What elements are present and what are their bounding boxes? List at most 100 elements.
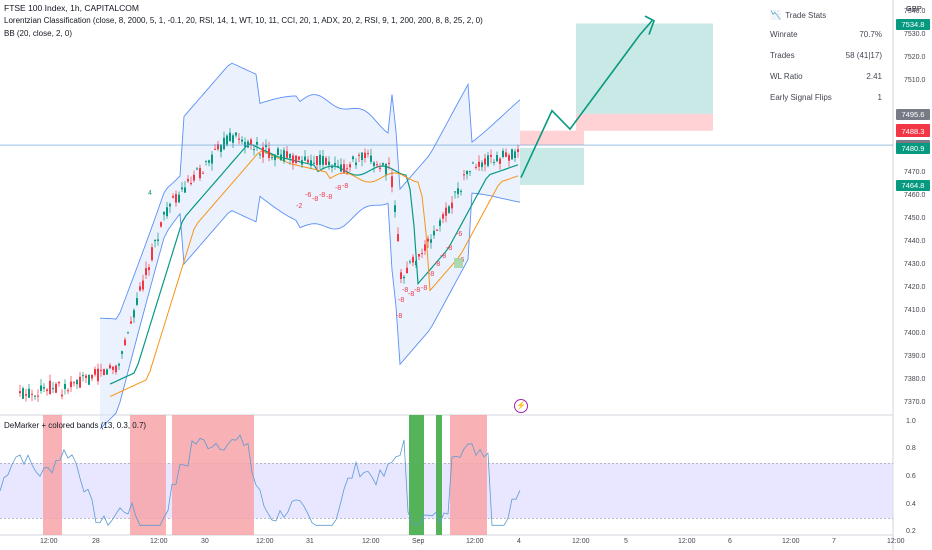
- demarker-legend[interactable]: DeMarker + colored bands (13, 0.3, 0.7): [4, 421, 147, 430]
- demarker-axis-label: 0.4: [906, 500, 916, 508]
- candle-body: [88, 374, 90, 385]
- candle-body: [457, 188, 459, 195]
- price-tag: 7488.3: [896, 125, 930, 137]
- candle-body: [100, 369, 102, 371]
- stat-value: 2.41: [866, 72, 882, 81]
- candle-body: [139, 286, 141, 291]
- stat-row-early-flips: Early Signal Flips 1: [770, 87, 882, 108]
- candle-body: [364, 152, 366, 159]
- time-axis-label: 5: [624, 538, 628, 545]
- demarker-green-band: [436, 415, 442, 535]
- candle-body: [382, 163, 384, 165]
- time-axis-label: 12:00: [782, 538, 800, 545]
- projection-arrowhead: [644, 15, 655, 35]
- candle-body: [136, 298, 138, 305]
- stat-label: Winrate: [770, 30, 798, 39]
- candle-body: [178, 194, 180, 203]
- candle-body: [34, 395, 36, 397]
- candle-body: [181, 187, 183, 190]
- trade-stats-icon: 📉: [770, 9, 782, 20]
- candle-body: [352, 156, 354, 160]
- bb-legend[interactable]: BB (20, close, 2, 0): [4, 29, 73, 38]
- candle-body: [286, 151, 288, 158]
- candle-body: [85, 375, 87, 378]
- candle-body: [340, 164, 342, 172]
- candle-body: [238, 138, 240, 140]
- time-axis-label: 4: [517, 538, 521, 545]
- candle-body: [142, 280, 144, 290]
- stat-row-trades: Trades 58 (41|17): [770, 45, 882, 66]
- candle-body: [328, 161, 330, 166]
- candle-body: [349, 164, 351, 168]
- price-tag: 7480.9: [896, 142, 930, 154]
- candle-body: [316, 156, 318, 165]
- candle-body: [184, 187, 186, 193]
- candle-body: [322, 156, 324, 165]
- candle-body: [406, 267, 408, 274]
- bollinger-fill: [100, 63, 520, 429]
- signal-label: -8: [335, 185, 341, 192]
- stat-row-winrate: Winrate 70.7%: [770, 24, 882, 45]
- candle-body: [76, 380, 78, 385]
- ma-slow: [109, 150, 519, 398]
- main-legend[interactable]: FTSE 100 Index, 1h, CAPITALCOM: [4, 3, 139, 13]
- demarker-red-band: [43, 415, 62, 535]
- candle-body: [214, 148, 216, 150]
- price-axis-label: 7440.0: [904, 238, 926, 246]
- candle-body: [466, 170, 468, 175]
- candle-body: [517, 149, 519, 152]
- candle-body: [460, 191, 462, 193]
- candle-body: [82, 375, 84, 377]
- candle-body: [106, 369, 108, 375]
- candle-body: [118, 363, 120, 366]
- time-axis-label: 12:00: [466, 538, 484, 545]
- price-axis-label: 7410.0: [904, 307, 926, 315]
- candle-body: [109, 365, 111, 369]
- candle-body: [379, 167, 381, 169]
- signal-label: -8: [421, 285, 427, 292]
- candle-body: [79, 376, 81, 388]
- candle-body: [256, 141, 258, 145]
- candle-body: [346, 168, 348, 170]
- candle-body: [361, 152, 363, 161]
- lightning-icon[interactable]: ⚡: [514, 399, 528, 413]
- candle-body: [43, 387, 45, 389]
- stat-value: 70.7%: [859, 30, 882, 39]
- time-axis-label: 30: [201, 538, 209, 545]
- candle-body: [418, 253, 420, 257]
- candle-body: [28, 388, 30, 398]
- candle-body: [247, 141, 249, 148]
- candle-body: [124, 339, 126, 346]
- candle-body: [205, 160, 207, 162]
- projection-path: [520, 20, 653, 178]
- candle-body: [337, 165, 339, 167]
- candle-body: [385, 163, 387, 175]
- lorentzian-legend[interactable]: Lorentzian Classification (close, 8, 200…: [4, 16, 483, 25]
- candle-body: [490, 154, 492, 157]
- candle-body: [436, 229, 438, 231]
- candle-body: [91, 374, 93, 379]
- candle-body: [133, 310, 135, 318]
- candle-body: [226, 135, 228, 145]
- demarker-red-band: [450, 415, 487, 535]
- candle-body: [319, 154, 321, 165]
- stop-zone-upper: [576, 113, 713, 131]
- candle-body: [130, 321, 132, 324]
- signal-label: -8: [342, 183, 348, 190]
- price-tag: 7464.8: [896, 179, 930, 191]
- candle-body: [190, 182, 192, 185]
- candle-body: [391, 176, 393, 188]
- time-axis-label: 31: [306, 538, 314, 545]
- candle-body: [268, 148, 270, 158]
- stat-value: 58 (41|17): [845, 51, 882, 60]
- candle-body: [439, 220, 441, 227]
- time-axis-label: 12:00: [150, 538, 168, 545]
- candle-body: [301, 160, 303, 165]
- candle-body: [157, 239, 159, 241]
- buy-signal-marker: [454, 258, 463, 268]
- price-axis-label: 7520.0: [904, 53, 926, 61]
- candle-body: [454, 191, 456, 193]
- candle-body: [412, 256, 414, 263]
- candle-body: [199, 167, 201, 179]
